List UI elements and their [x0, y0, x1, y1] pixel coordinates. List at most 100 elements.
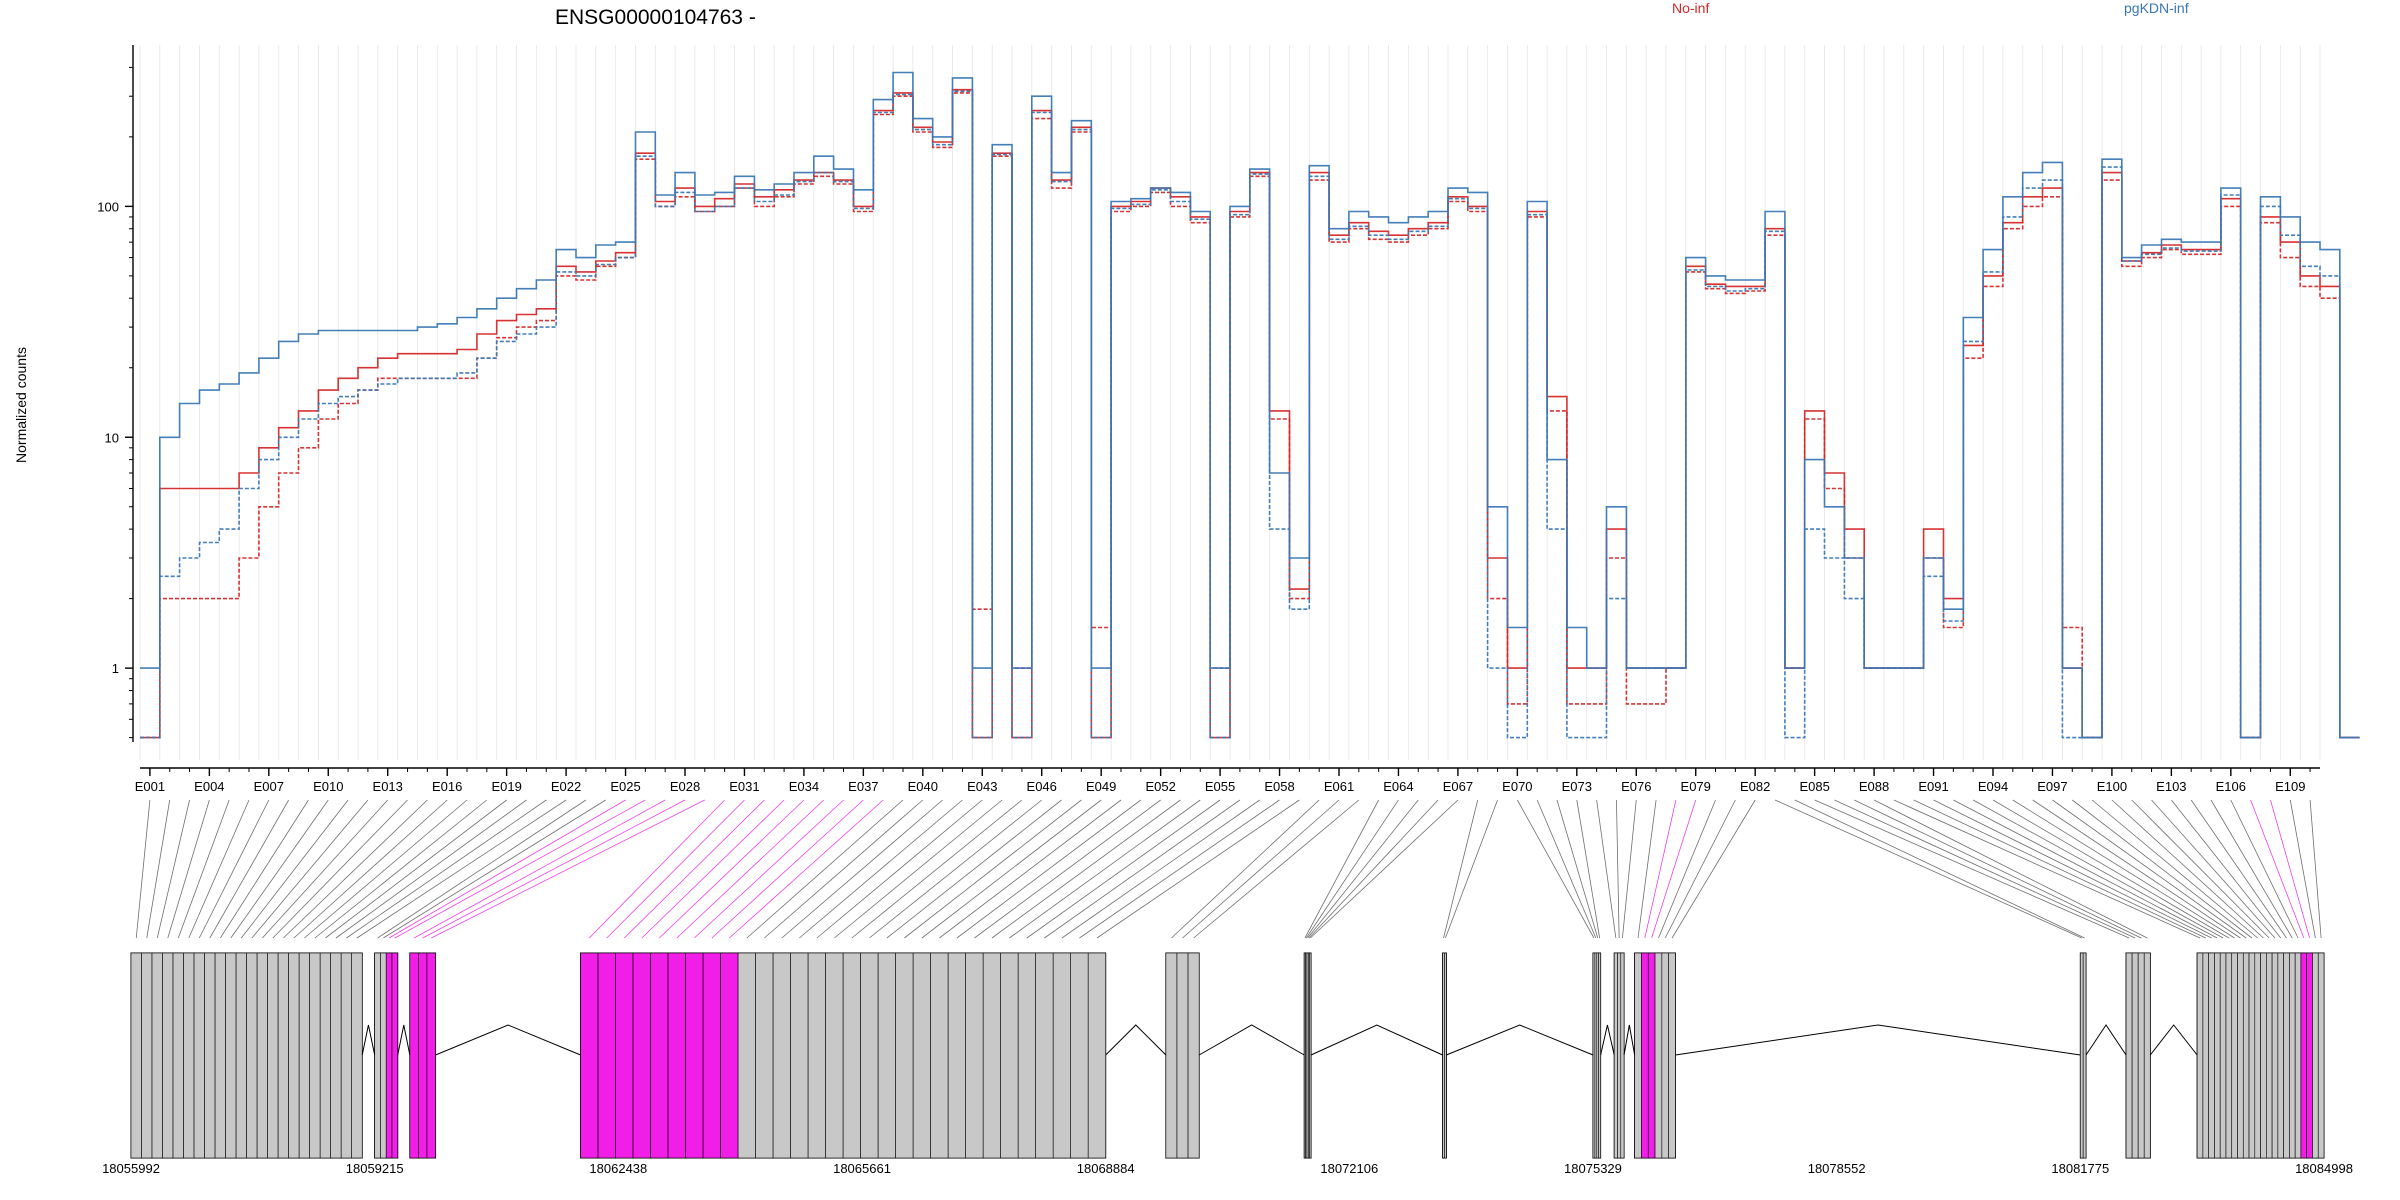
exon-connector — [431, 799, 705, 939]
exon-bin — [702, 952, 721, 1159]
exon-connector — [2032, 799, 2241, 939]
exon-connector — [1658, 799, 1716, 939]
exon-tick-label: E028 — [670, 779, 700, 794]
exon-tick-label: E004 — [194, 779, 224, 794]
exon-connector — [1310, 799, 1459, 939]
exon-tick-label: E079 — [1681, 779, 1711, 794]
exon-connector — [1443, 799, 1479, 939]
exon-tick-label: E031 — [729, 779, 759, 794]
exon-bin — [380, 952, 387, 1159]
exon-connector — [1307, 799, 1419, 939]
intron-line — [435, 1024, 581, 1056]
exon-connector — [641, 799, 785, 939]
exon-connector — [230, 799, 329, 939]
exon-bin — [1187, 952, 1200, 1159]
exon-bin — [877, 952, 896, 1159]
exon-connector — [799, 799, 963, 939]
chart-title: ENSG00000104763 - — [555, 6, 756, 29]
exon-connector — [2289, 799, 2316, 939]
exon-bin — [2283, 952, 2290, 1159]
genomic-coordinate-label: 18078552 — [1808, 1161, 1866, 1176]
exon-bin — [319, 952, 331, 1159]
exon-bin — [162, 952, 174, 1159]
intron-line — [1600, 1024, 1615, 1056]
genomic-coordinate-label: 18055992 — [102, 1161, 160, 1176]
exon-bin — [330, 952, 342, 1159]
exon-connector — [241, 799, 349, 939]
exon-tick-label: E040 — [908, 779, 938, 794]
exon-tick-label: E061 — [1324, 779, 1354, 794]
genomic-coordinate-label: 18081775 — [2051, 1161, 2109, 1176]
exon-tick-label: E043 — [967, 779, 997, 794]
exon-connector — [1637, 799, 1657, 939]
exon-bin — [965, 952, 984, 1159]
series-line-2 — [140, 92, 2360, 739]
exon-bin — [597, 952, 616, 1159]
exon-connector — [304, 799, 468, 939]
exon-connector — [1933, 799, 2212, 939]
exon-connector — [1913, 799, 2206, 939]
exon-tick-label: E097 — [2037, 779, 2067, 794]
exon-connector — [383, 799, 606, 939]
exon-tick-label: E052 — [1145, 779, 1175, 794]
exon-bin — [204, 952, 216, 1159]
exon-connector — [1893, 799, 2201, 939]
exon-connector — [974, 799, 1161, 939]
exon-tick-label: E055 — [1205, 779, 1235, 794]
exon-bin — [2248, 952, 2256, 1159]
exon-bin — [2225, 952, 2233, 1159]
exon-bin — [860, 952, 879, 1159]
intron-line — [1675, 1024, 2081, 1056]
exon-bin — [298, 952, 310, 1159]
legend-label-pgkdn-inf: pgKDN-inf — [2124, 0, 2189, 16]
exon-bin — [2231, 952, 2238, 1159]
exon-connector — [1854, 799, 2142, 939]
exon-bin — [1641, 952, 1649, 1159]
exon-connector — [2190, 799, 2287, 939]
exon-connector — [1834, 799, 2136, 939]
exon-bin — [2306, 952, 2313, 1159]
exon-bin — [2125, 952, 2133, 1159]
exon-bin — [2271, 952, 2279, 1159]
exon-connector — [2210, 799, 2293, 939]
exon-connector — [921, 799, 1102, 939]
exon-connector — [1308, 799, 1439, 939]
exon-connector — [1445, 799, 1498, 939]
exon-connector — [1644, 799, 1677, 939]
exon-connector — [1992, 799, 2230, 939]
exon-bin — [2260, 952, 2267, 1159]
exon-bin — [225, 952, 237, 1159]
exon-connector — [262, 799, 389, 939]
exon-tick-label: E049 — [1086, 779, 1116, 794]
exon-connector — [2072, 799, 2253, 939]
y-axis-label: Normalized counts — [13, 347, 29, 463]
exon-connector — [1671, 799, 1756, 939]
exon-bin — [256, 952, 268, 1159]
exon-bin — [2317, 952, 2325, 1159]
exon-bin — [246, 952, 258, 1159]
exon-connector — [1616, 799, 1620, 939]
exon-connector — [2270, 799, 2310, 939]
intron-line — [397, 1024, 411, 1056]
exon-connector — [1079, 799, 1280, 939]
exon-tick-label: E013 — [373, 779, 403, 794]
exon-bin — [2294, 952, 2302, 1159]
intron-line — [1310, 1024, 1443, 1056]
exon-bin — [374, 952, 381, 1159]
exon-bin — [1613, 952, 1618, 1159]
exon-bin — [1309, 952, 1312, 1159]
exon-connector — [1044, 799, 1241, 939]
genomic-coordinate-label: 18059215 — [346, 1161, 404, 1176]
exon-bin — [685, 952, 704, 1159]
exon-bin — [277, 952, 289, 1159]
exon-bin — [895, 952, 914, 1159]
exon-bin — [1017, 952, 1036, 1159]
genomic-coordinate-label: 18075329 — [1564, 1161, 1622, 1176]
exon-bin — [1634, 952, 1642, 1159]
genomic-coordinate-label: 18068884 — [1077, 1161, 1135, 1176]
exon-bin — [580, 952, 599, 1159]
exon-tick-label: E106 — [2216, 779, 2246, 794]
exon-tick-label: E010 — [313, 779, 343, 794]
exon-connector — [2151, 799, 2276, 939]
exon-connector — [1576, 799, 1601, 939]
